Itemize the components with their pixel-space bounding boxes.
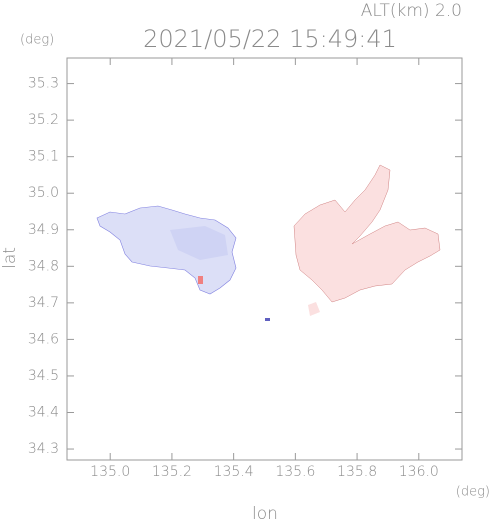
echo-field [96,164,441,321]
x-unit: (deg) [456,485,490,500]
y-tick-label: 34.9 [28,222,59,238]
y-tick-label: 35.2 [28,112,59,128]
y-tick-label: 34.3 [28,441,59,457]
y-tick-label: 35.1 [28,149,59,165]
y-tick-label: 34.6 [28,331,59,347]
subtitle: ALT(km) 2.0 [361,1,462,21]
blue-echo-core [170,226,228,260]
x-tick-label: 135.8 [337,464,377,480]
y-tick-label: 34.4 [28,404,59,420]
plot-frame [66,57,463,461]
x-tick-label: 135.4 [214,464,254,480]
y-axis-label: lat [0,247,20,269]
x-tick-label: 135.6 [275,464,315,480]
x-tick-label: 136.0 [399,464,439,480]
chart-title: 2021/05/22 15:49:41 [143,25,397,53]
x-tick-label: 135.0 [90,464,130,480]
y-tick-label: 34.5 [28,368,59,384]
y-tick-label: 35.0 [28,185,59,201]
y-tick-label: 34.8 [28,258,59,274]
y-tick-label: 35.3 [28,76,59,92]
red-spot [198,276,203,284]
x-tick-label: 135.2 [152,464,192,480]
red-echo [293,164,441,303]
y-unit: (deg) [20,33,54,48]
red-echo-small [308,302,320,316]
blue-speck [265,318,270,321]
x-axis-label: lon [252,504,278,521]
y-tick-label: 34.7 [28,295,59,311]
